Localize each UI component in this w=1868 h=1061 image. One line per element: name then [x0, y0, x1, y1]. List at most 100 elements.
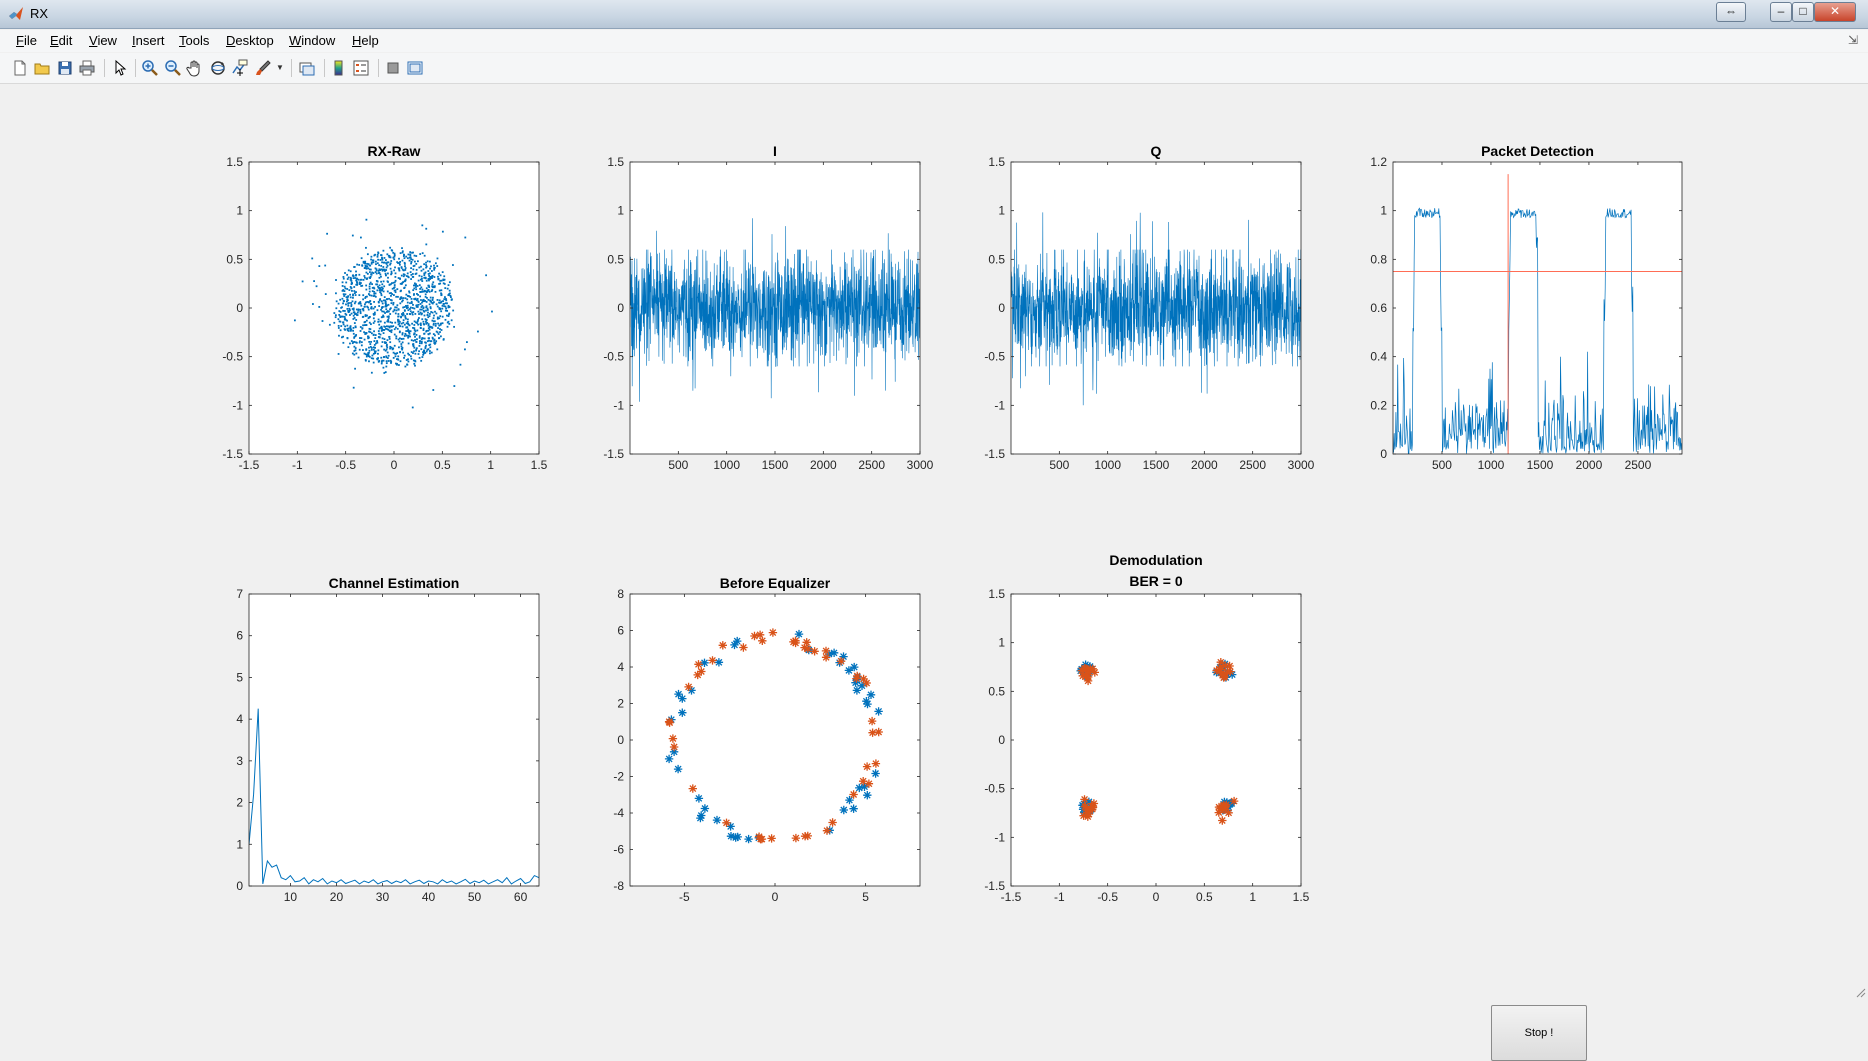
y-tick-label: 5 — [236, 670, 243, 684]
data-point — [416, 320, 419, 323]
data-point — [447, 284, 450, 287]
data-point — [380, 326, 382, 329]
axes-box — [1010, 161, 1302, 455]
data-point — [353, 341, 356, 343]
data-point — [422, 300, 424, 303]
y-tick-label: 1 — [617, 204, 624, 218]
data-point — [400, 274, 403, 277]
data-point — [406, 304, 409, 307]
menu-tools[interactable]: Tools — [179, 33, 210, 48]
data-point — [435, 312, 438, 315]
data-point — [353, 292, 356, 295]
data-point — [413, 282, 416, 285]
data-point — [428, 279, 430, 282]
data-point — [379, 298, 382, 300]
menu-insert[interactable]: Insert — [132, 33, 165, 48]
legend-icon[interactable] — [352, 59, 370, 77]
x-tick-label: 5 — [862, 890, 869, 904]
data-point — [407, 306, 409, 309]
menu-help[interactable]: Help — [352, 33, 379, 48]
data-point — [403, 287, 406, 289]
save-icon[interactable] — [56, 59, 74, 77]
data-point — [369, 271, 371, 274]
data-point — [365, 324, 368, 326]
data-point — [386, 315, 389, 318]
select-arrow-icon[interactable] — [111, 59, 129, 77]
menu-file[interactable]: File — [16, 33, 37, 48]
zoom-in-icon[interactable] — [141, 59, 159, 77]
show-plot-tools-icon[interactable] — [406, 59, 424, 77]
data-point — [382, 332, 385, 334]
data-point — [429, 307, 432, 310]
data-point — [384, 312, 386, 314]
data-point — [441, 322, 444, 325]
y-tick-label: -0.5 — [603, 350, 624, 364]
rotate-3d-icon[interactable] — [209, 59, 227, 77]
data-point — [434, 334, 436, 337]
link-plot-icon[interactable] — [298, 59, 316, 77]
close-button[interactable]: ✕ — [1814, 2, 1856, 22]
y-tick-label: 0 — [617, 301, 624, 315]
data-point — [413, 284, 415, 287]
data-point — [368, 264, 371, 267]
data-point — [383, 296, 386, 299]
data-point — [428, 277, 431, 280]
resize-grip-icon[interactable] — [1856, 988, 1866, 998]
menu-pin-icon[interactable]: ⇲ — [1848, 33, 1859, 47]
data-point — [358, 264, 361, 266]
symbol-marker — [839, 805, 848, 815]
hide-plot-tools-icon[interactable] — [384, 59, 402, 77]
data-point — [367, 263, 370, 265]
pan-hand-icon[interactable] — [186, 59, 204, 77]
data-point — [363, 267, 366, 270]
data-point — [409, 330, 412, 333]
menu-view[interactable]: View — [89, 33, 117, 48]
colorbar-icon[interactable] — [330, 59, 348, 77]
data-point — [378, 299, 381, 302]
symbol-marker — [860, 782, 869, 791]
symbol-marker — [1217, 669, 1226, 678]
data-point — [448, 313, 450, 316]
data-point — [410, 339, 413, 342]
data-point — [422, 306, 425, 309]
data-point — [365, 319, 368, 322]
menu-edit[interactable]: Edit — [50, 33, 73, 48]
data-point — [355, 291, 357, 293]
data-point — [346, 278, 349, 280]
print-icon[interactable] — [78, 59, 96, 77]
brush-icon[interactable] — [254, 59, 272, 77]
symbol-marker — [768, 628, 778, 637]
data-point — [374, 352, 377, 355]
data-point — [421, 356, 424, 358]
data-point — [349, 270, 352, 273]
data-point — [368, 294, 371, 297]
symbol-marker — [767, 834, 776, 843]
symbol-marker — [1225, 661, 1234, 671]
dock-button[interactable]: ⇔ — [1716, 2, 1746, 22]
data-point — [368, 349, 371, 352]
data-point — [441, 315, 444, 318]
data-point — [432, 296, 434, 299]
data-point — [384, 371, 387, 374]
menu-desktop[interactable]: Desktop — [226, 33, 274, 48]
stop-button[interactable]: Stop ! — [1491, 1005, 1587, 1061]
menu-window[interactable]: Window — [289, 33, 336, 48]
data-point — [420, 306, 423, 308]
x-tick-label: 1 — [1249, 890, 1256, 904]
data-point — [361, 264, 364, 267]
data-point — [387, 261, 390, 264]
minimize-button[interactable]: – — [1770, 2, 1792, 22]
data-point — [394, 276, 397, 278]
data-cursor-icon[interactable] — [231, 59, 249, 77]
data-point — [441, 307, 444, 310]
new-figure-icon[interactable] — [11, 59, 29, 77]
maximize-button[interactable]: □ — [1792, 2, 1814, 22]
data-point — [382, 266, 385, 268]
brush-dropdown-icon[interactable]: ▼ — [276, 63, 284, 72]
data-point — [364, 265, 367, 267]
data-point — [392, 251, 395, 254]
zoom-out-icon[interactable] — [164, 59, 182, 77]
data-point — [344, 312, 347, 315]
plot-background — [630, 594, 920, 886]
open-file-icon[interactable] — [33, 59, 51, 77]
